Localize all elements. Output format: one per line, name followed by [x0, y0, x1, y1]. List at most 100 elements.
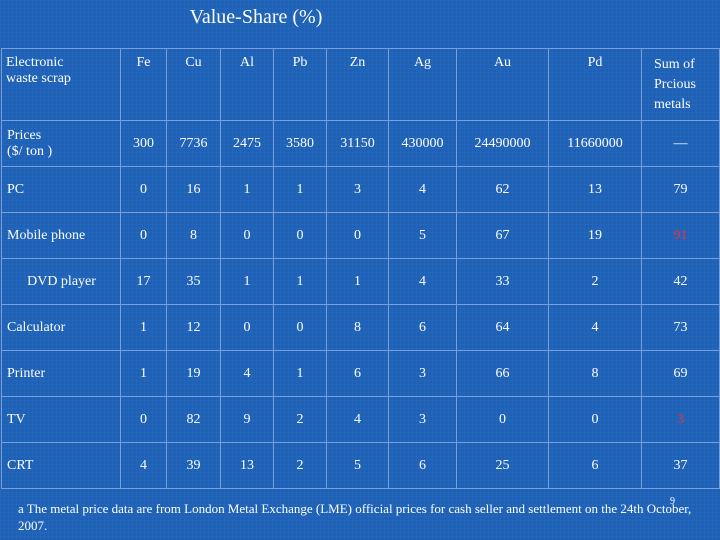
- prices-label-line1: Prices: [7, 127, 42, 143]
- header-sum-line2: Prcious: [654, 77, 696, 92]
- footnote: a The metal price data are from London M…: [18, 501, 692, 533]
- price-ag: 430000: [388, 120, 457, 167]
- table-cell: 0: [120, 396, 167, 443]
- header-sum-line1: Sum of: [654, 57, 695, 72]
- price-zn: 31150: [326, 120, 389, 167]
- row-label: PC: [1, 166, 121, 213]
- table-cell: 19: [548, 212, 642, 259]
- row-label: Calculator: [1, 304, 121, 351]
- table-cell: 3: [388, 396, 457, 443]
- header-cell-zn: Zn: [326, 48, 389, 121]
- header-cell-cu: Cu: [166, 48, 221, 121]
- table-cell: 5: [326, 442, 389, 489]
- table-cell: 1: [120, 350, 167, 397]
- table-cell: 1: [326, 258, 389, 305]
- table-cell: 37: [641, 442, 720, 489]
- table-cell: 1: [273, 166, 327, 213]
- row-label: Printer: [1, 350, 121, 397]
- table-cell: 1: [220, 166, 274, 213]
- price-cu: 7736: [166, 120, 221, 167]
- header-cell-pd: Pd: [548, 48, 642, 121]
- table-cell: 8: [326, 304, 389, 351]
- header-sum-line3: metals: [654, 97, 691, 112]
- table-cell: 42: [641, 258, 720, 305]
- header-cell-scrap: Electronic waste scrap: [1, 48, 121, 121]
- table-cell: 8: [166, 212, 221, 259]
- table-row: Calculator 1 12 0 0 8 6 64 4 73: [1, 304, 720, 351]
- table-cell: 62: [456, 166, 549, 213]
- table-cell: 0: [273, 212, 327, 259]
- table-cell: 69: [641, 350, 720, 397]
- table-cell: 25: [456, 442, 549, 489]
- price-sum: —: [641, 120, 720, 167]
- table-cell: 13: [220, 442, 274, 489]
- value-share-table: Electronic waste scrap Fe Cu Al Pb Zn Ag…: [1, 48, 720, 489]
- table-cell: 0: [120, 212, 167, 259]
- table-row: TV 0 82 9 2 4 3 0 0 3: [1, 396, 720, 443]
- row-label: DVD player: [1, 258, 121, 305]
- table-row: Mobile phone 0 8 0 0 0 5 67 19 91: [1, 212, 720, 259]
- header-scrap-line2: waste scrap: [6, 71, 71, 86]
- row-label: Mobile phone: [1, 212, 121, 259]
- table-cell: 4: [548, 304, 642, 351]
- table-cell: 0: [220, 212, 274, 259]
- header-cell-al: Al: [220, 48, 274, 121]
- table-cell: 3: [326, 166, 389, 213]
- table-cell: 82: [166, 396, 221, 443]
- table-cell: 1: [273, 350, 327, 397]
- table-row: CRT 4 39 13 2 5 6 25 6 37: [1, 442, 720, 489]
- table-cell: 4: [120, 442, 167, 489]
- table-cell: 2: [548, 258, 642, 305]
- price-pd: 11660000: [548, 120, 642, 167]
- table-cell: 3: [388, 350, 457, 397]
- table-cell: 1: [273, 258, 327, 305]
- price-al: 2475: [220, 120, 274, 167]
- header-cell-au: Au: [456, 48, 549, 121]
- slide-title: Value-Share (%): [189, 6, 323, 28]
- row-label: CRT: [1, 442, 121, 489]
- table-cell: 66: [456, 350, 549, 397]
- header-cell-sum: Sum of Prcious metals: [641, 48, 720, 121]
- table-cell: 13: [548, 166, 642, 213]
- table-cell: 6: [326, 350, 389, 397]
- table-cell: 0: [548, 396, 642, 443]
- table-cell: 6: [548, 442, 642, 489]
- table-cell: 0: [273, 304, 327, 351]
- header-cell-fe: Fe: [120, 48, 167, 121]
- table-cell: 4: [326, 396, 389, 443]
- table-cell: 35: [166, 258, 221, 305]
- highlighted-cell: 3: [641, 396, 720, 443]
- price-fe: 300: [120, 120, 167, 167]
- table-cell: 64: [456, 304, 549, 351]
- table-cell: 79: [641, 166, 720, 213]
- table-header-row: Electronic waste scrap Fe Cu Al Pb Zn Ag…: [1, 48, 720, 121]
- table-cell: 17: [120, 258, 167, 305]
- table-cell: 0: [220, 304, 274, 351]
- table-cell: 0: [326, 212, 389, 259]
- prices-row: Prices ($/ ton ) 300 7736 2475 3580 3115…: [1, 120, 720, 167]
- table-cell: 39: [166, 442, 221, 489]
- price-pb: 3580: [273, 120, 327, 167]
- prices-label-line2: ($/ ton ): [7, 143, 53, 159]
- table-cell: 1: [220, 258, 274, 305]
- highlighted-cell: 91: [641, 212, 720, 259]
- table-cell: 12: [166, 304, 221, 351]
- table-cell: 5: [388, 212, 457, 259]
- table-cell: 1: [120, 304, 167, 351]
- table-cell: 67: [456, 212, 549, 259]
- table-cell: 6: [388, 442, 457, 489]
- prices-label-cell: Prices ($/ ton ): [1, 120, 121, 167]
- table-cell: 4: [388, 258, 457, 305]
- table-cell: 9: [220, 396, 274, 443]
- table-cell: 0: [120, 166, 167, 213]
- row-label: TV: [1, 396, 121, 443]
- table-row: DVD player 17 35 1 1 1 4 33 2 42: [1, 258, 720, 305]
- header-cell-ag: Ag: [388, 48, 457, 121]
- table-cell: 19: [166, 350, 221, 397]
- page-number: 9: [670, 496, 675, 507]
- table-cell: 0: [456, 396, 549, 443]
- price-au: 24490000: [456, 120, 549, 167]
- table-cell: 4: [220, 350, 274, 397]
- table-cell: 16: [166, 166, 221, 213]
- table-row: Printer 1 19 4 1 6 3 66 8 69: [1, 350, 720, 397]
